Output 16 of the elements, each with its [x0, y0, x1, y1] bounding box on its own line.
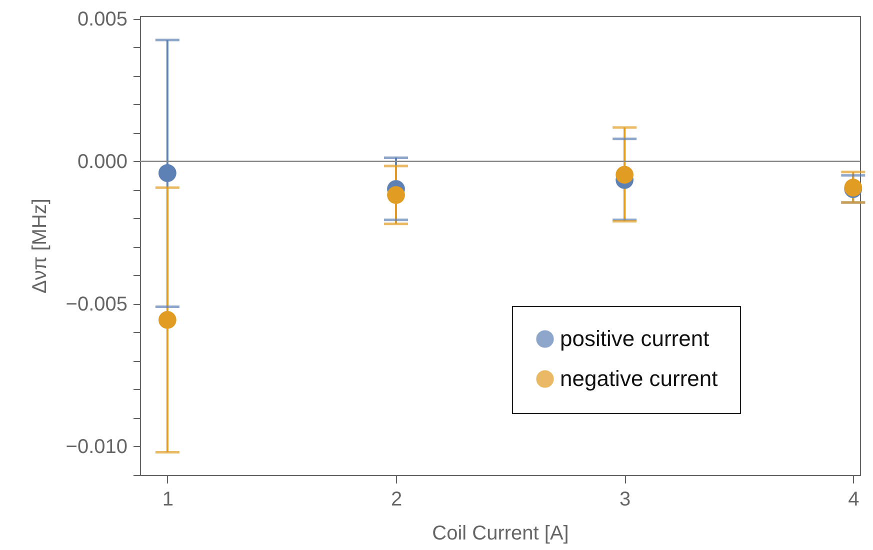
x-axis-title: Coil Current [A] — [432, 522, 569, 544]
point — [387, 186, 405, 204]
x-tick-label: 3 — [620, 488, 631, 510]
y-tick-label: 0.005 — [77, 8, 128, 30]
point — [158, 164, 176, 182]
point — [158, 310, 176, 329]
y-tick-label: 0.000 — [77, 150, 128, 173]
y-axis-title: Δνπ [MHz] — [28, 198, 51, 294]
x-tick-label: 1 — [162, 488, 174, 510]
x-tick-label: 2 — [390, 488, 402, 510]
legend-label: positive current — [560, 326, 710, 351]
y-tick-label: −0.005 — [66, 293, 128, 316]
x-tick-label: 4 — [848, 488, 860, 510]
legend-label: negative current — [560, 366, 718, 391]
point — [616, 166, 634, 184]
y-tick-label: −0.010 — [66, 436, 128, 458]
